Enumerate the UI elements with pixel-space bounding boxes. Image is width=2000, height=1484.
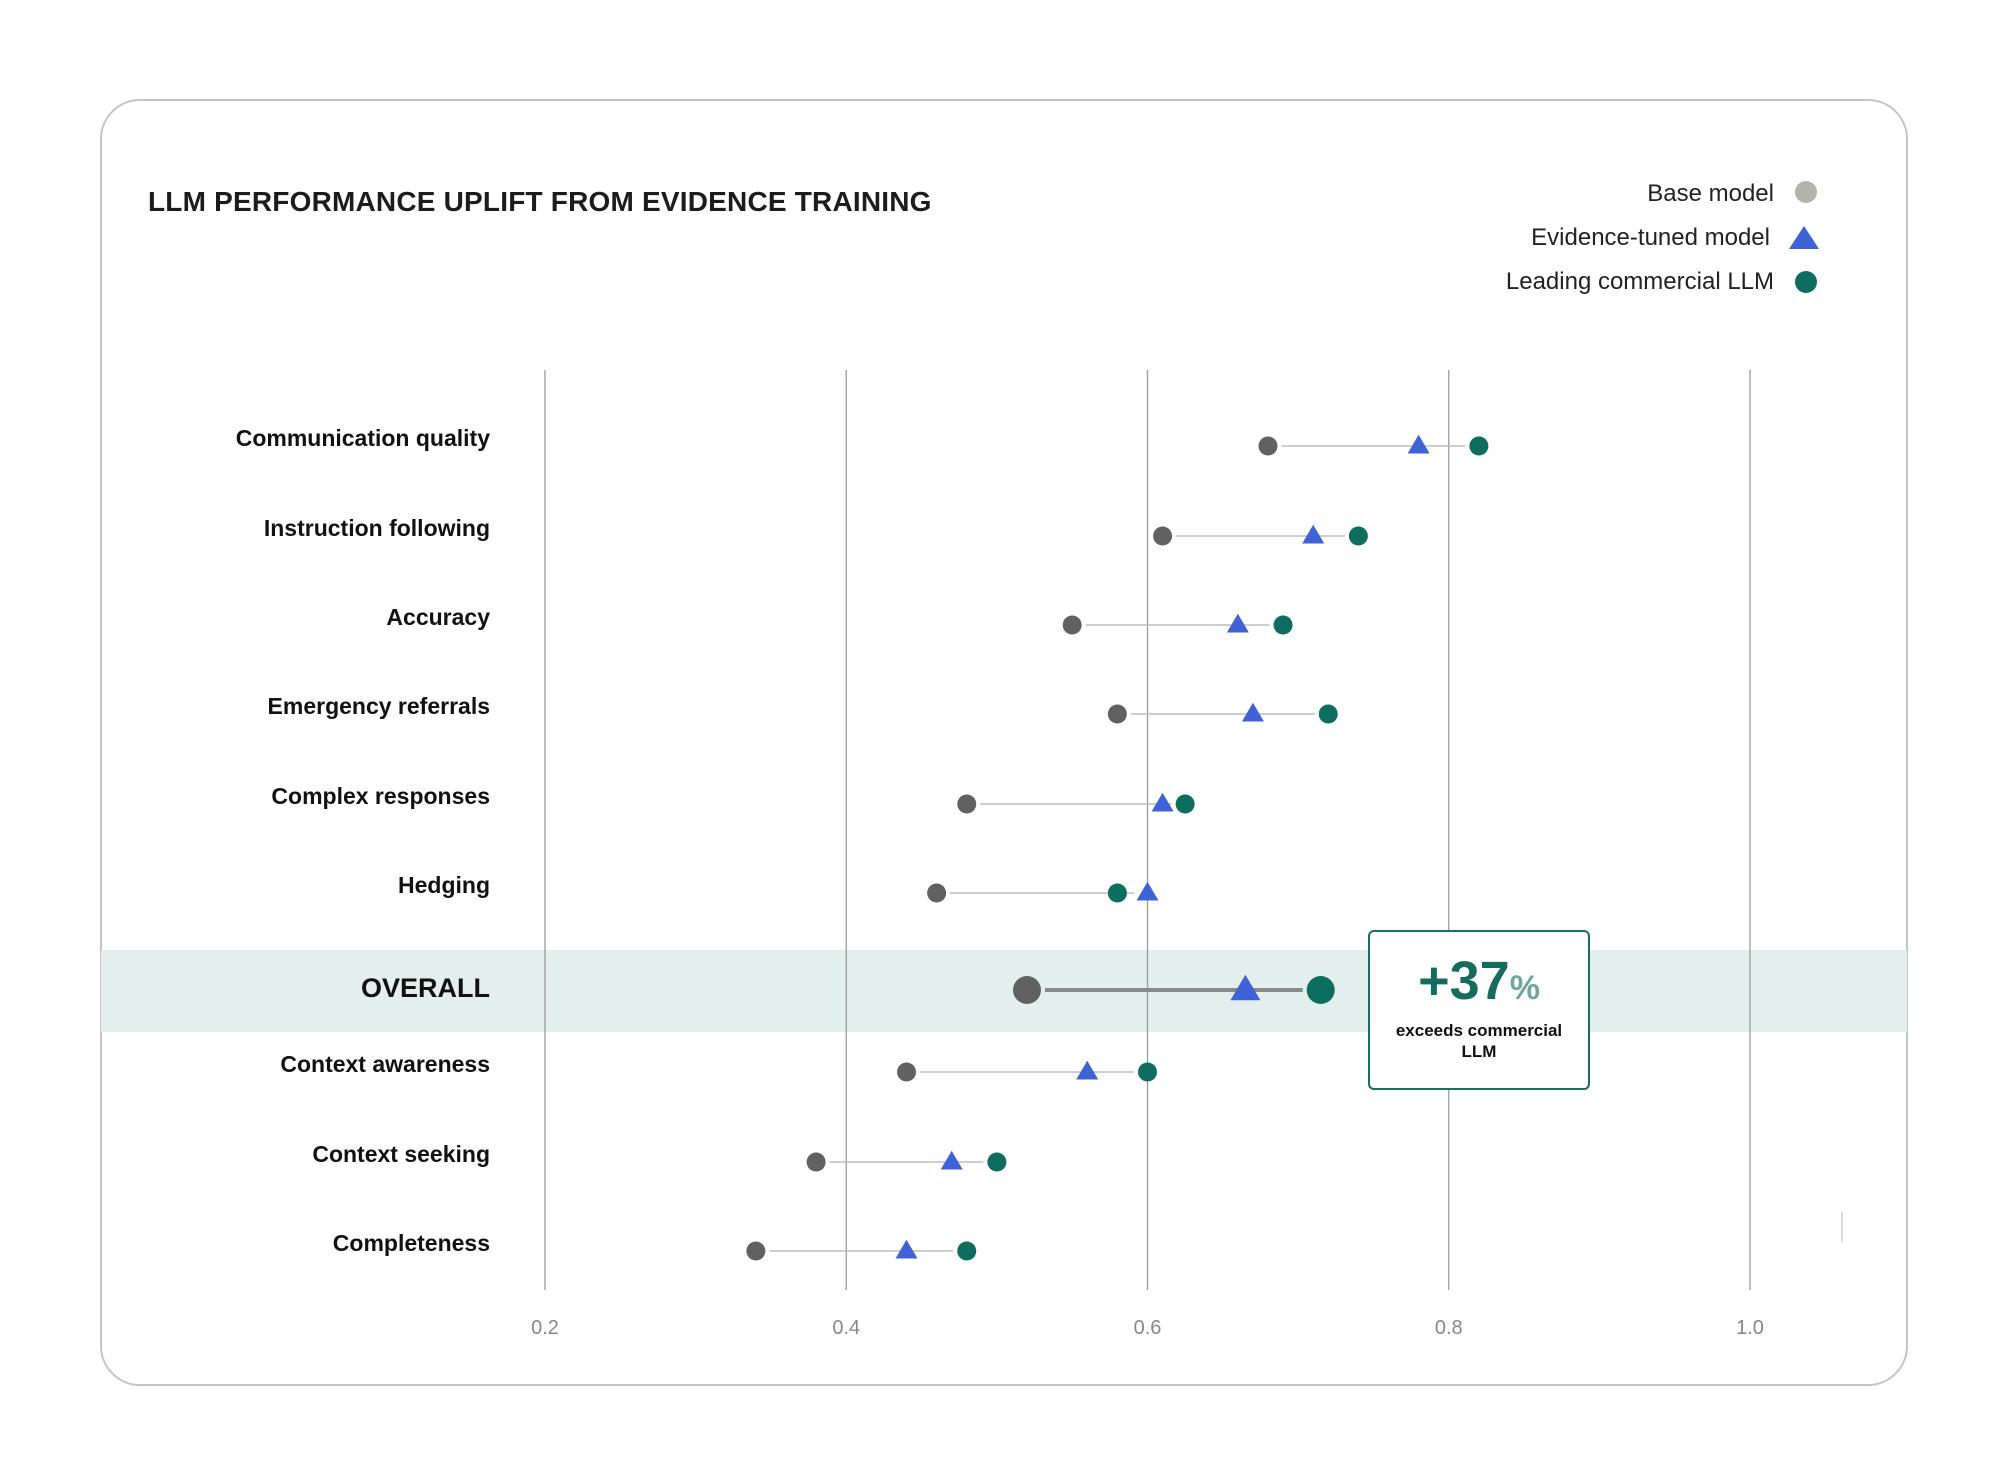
legend-item-evidence-tuned-model: Evidence-tuned model [1506,216,1820,260]
evidence-tuned-point [895,1239,918,1259]
x-tick-label: 0.2 [531,1317,559,1339]
evidence-tuned-point [1136,881,1159,901]
commercial-llm-point [1318,704,1338,724]
category-label: Context awareness [280,1051,490,1077]
evidence-tuned-point [1302,524,1325,544]
evidence-tuned-point [1230,974,1261,1001]
category-label: Hedging [398,872,490,898]
legend: Base model Evidence-tuned model Leading … [1506,172,1820,304]
category-label: Context seeking [312,1141,490,1167]
x-tick-label: 0.6 [1134,1317,1162,1339]
commercial-llm-point [1469,436,1489,456]
chart-card [100,99,1908,1386]
category-label: Emergency referrals [268,693,490,719]
category-label: Accuracy [386,604,490,630]
base-model-point [1013,976,1041,1004]
uplift-caption: exceeds commercial LLM [1395,1021,1563,1061]
commercial-llm-point [1107,883,1127,903]
legend-item-leading-commercial-llm: Leading commercial LLM [1506,260,1820,304]
chart-title: LLM PERFORMANCE UPLIFT FROM EVIDENCE TRA… [148,186,932,217]
base-model-point [1153,526,1173,546]
commercial-llm-point [987,1152,1007,1172]
category-label: Communication quality [236,425,491,451]
category-label: OVERALL [361,973,490,1003]
evidence-tuned-point [1151,792,1174,812]
base-model-point [957,794,977,814]
base-model-point [1107,704,1127,724]
base-model-point [897,1062,916,1082]
evidence-tuned-point [1076,1060,1099,1080]
base-model-point [927,883,947,903]
commercial-llm-point [1138,1062,1157,1082]
uplift-callout: +37% exceeds commercial LLM [1368,930,1590,1090]
legend-label-leading-commercial-llm: Leading commercial LLM [1505,268,1774,295]
commercial-llm-point [1175,794,1195,814]
commercial-llm-point [957,1241,977,1261]
commercial-llm-point [1273,615,1293,635]
evidence-tuned-point [1407,434,1430,454]
uplift-value: +37% [1370,954,1588,1008]
uplift-unit: % [1509,969,1540,1007]
category-label: Completeness [333,1230,490,1256]
legend-label-base-model: Base model [1647,180,1774,207]
x-tick-label: 1.0 [1736,1317,1764,1339]
x-tick-label: 0.4 [832,1317,860,1339]
evidence-tuned-point [940,1150,963,1170]
category-label: Instruction following [264,515,490,541]
legend-label-evidence-tuned-model: Evidence-tuned model [1531,224,1770,251]
base-model-point [1258,436,1278,456]
circle-marker-icon [1795,181,1817,203]
commercial-llm-point [1306,976,1335,1004]
legend-item-base-model: Base model [1506,172,1820,216]
x-tick-label: 0.8 [1435,1317,1463,1339]
base-model-point [1062,615,1082,635]
circle-marker-icon [1795,271,1817,293]
base-model-point [806,1152,826,1172]
commercial-llm-point [1348,526,1368,546]
triangle-marker-icon [1789,226,1819,249]
uplift-number: +37 [1418,951,1510,1011]
evidence-tuned-point [1226,613,1249,633]
evidence-tuned-point [1241,702,1264,722]
category-label: Complex responses [271,783,490,809]
base-model-point [746,1241,766,1261]
highlight-band [101,950,1907,1032]
